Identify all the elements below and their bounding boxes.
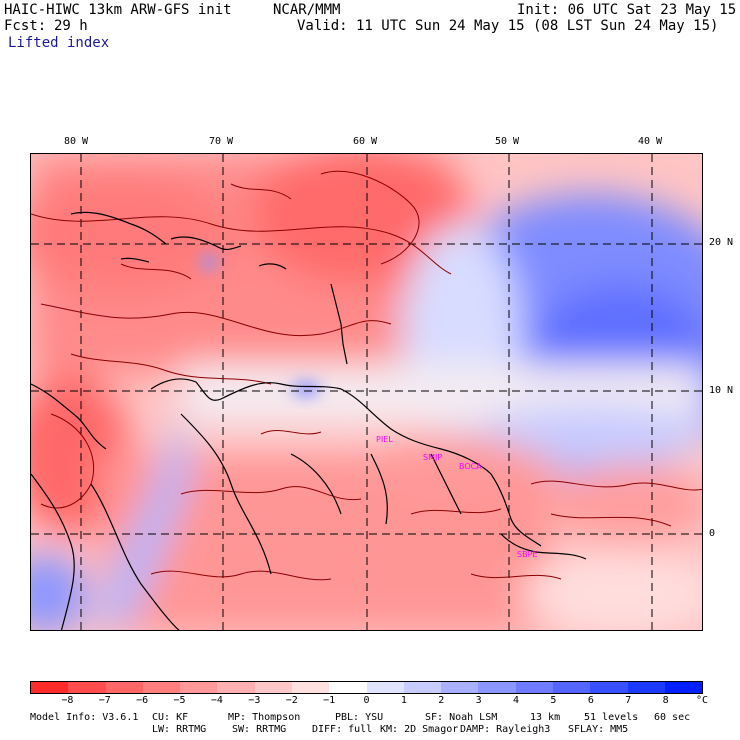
lon-label-70w: 70 W	[209, 136, 234, 147]
lifted-index-map: PIEL SMJP BOCA SBPE	[30, 153, 703, 631]
forecast-hour: 29 h	[54, 18, 88, 34]
footer-item: Model Info: V3.6.1	[30, 712, 139, 723]
footer-item: DAMP: Rayleigh3	[460, 724, 551, 735]
forecast-label: Fcst:	[4, 18, 47, 34]
coastlines	[31, 211, 587, 630]
valid-time: Valid: 11 UTC Sun 24 May 15 (08 LST Sun …	[297, 18, 719, 34]
footer-item: PBL: YSU	[335, 712, 384, 723]
lon-label-50w: 50 W	[495, 136, 520, 147]
colorbar-tick-label: 6	[587, 695, 594, 706]
lat-label-10n: 10 N	[709, 385, 734, 396]
colorbar-tick-label: −6	[136, 695, 149, 706]
colorbar-tick-label: −2	[285, 695, 298, 706]
colorbar-segment	[217, 682, 255, 693]
colorbar-tick-label: 8	[662, 695, 669, 706]
colorbar-tick-label: −1	[323, 695, 336, 706]
station-piel: PIEL	[376, 435, 393, 444]
colorbar-segment	[552, 682, 591, 693]
organization: NCAR/MMM	[273, 2, 341, 18]
colorbar-segment	[68, 682, 106, 693]
colorbar-tick-label: 3	[475, 695, 482, 706]
colorbar-segment	[478, 682, 516, 693]
colorbar-segment	[142, 682, 181, 693]
colorbar-unit: °C	[696, 695, 709, 706]
colorbar-segment	[254, 682, 292, 693]
footer-item: SW: RRTMG	[232, 724, 287, 735]
colorbar-segment	[515, 682, 553, 693]
colorbar	[30, 681, 703, 694]
map-canvas: PIEL SMJP BOCA SBPE	[31, 154, 702, 630]
colorbar-segment	[31, 682, 69, 693]
footer-item: 60 sec	[654, 712, 691, 723]
station-boca: BOCA	[459, 462, 482, 471]
colorbar-segment	[366, 682, 404, 693]
colorbar-segment	[105, 682, 143, 693]
lon-label-40w: 40 W	[638, 136, 663, 147]
colorbar-tick-label: 0	[363, 695, 370, 706]
lon-label-60w: 60 W	[353, 136, 378, 147]
colorbar-segment	[180, 682, 218, 693]
colorbar-tick-label: −5	[173, 695, 186, 706]
colorbar-tick-label: 2	[438, 695, 445, 706]
colorbar-tick-label: −8	[61, 695, 74, 706]
footer-item: SFLAY: MM5	[568, 724, 629, 735]
contour-lines	[31, 170, 702, 581]
colorbar-labels: −8 −7 −6 −5 −4 −3 −2 −1 0 1 2 3 4 5 6 7 8	[30, 695, 703, 707]
footer-item: 13 km	[530, 712, 561, 723]
colorbar-segment	[664, 682, 703, 693]
colorbar-segment	[441, 682, 479, 693]
colorbar-tick-label: 7	[625, 695, 632, 706]
footer-item: SF: Noah LSM	[425, 712, 498, 723]
colorbar-segment	[403, 682, 442, 693]
colorbar-segment	[291, 682, 330, 693]
colorbar-segment	[627, 682, 665, 693]
lat-label-20n: 20 N	[709, 237, 734, 248]
colorbar-tick-label: −3	[248, 695, 261, 706]
init-time: Init: 06 UTC Sat 23 May 15	[517, 2, 737, 18]
graticule	[31, 154, 702, 630]
station-labels: PIEL SMJP BOCA SBPE	[376, 435, 537, 559]
footer-item: LW: RRTMG	[152, 724, 207, 735]
footer-item: 51 levels	[584, 712, 639, 723]
colorbar-tick-label: −4	[210, 695, 223, 706]
station-smjp: SMJP	[423, 453, 442, 462]
model-title: HAIC-HIWC 13km ARW-GFS init	[4, 2, 232, 18]
colorbar-tick-label: −7	[98, 695, 111, 706]
footer-item: CU: KF	[152, 712, 189, 723]
station-sbpe: SBPE	[517, 550, 537, 559]
colorbar-tick-label: 4	[513, 695, 520, 706]
colorbar-segment	[329, 682, 367, 693]
field-name: Lifted index	[8, 35, 110, 51]
colorbar-tick-label: 1	[400, 695, 407, 706]
footer-item: MP: Thompson	[228, 712, 301, 723]
colorbar-segment	[590, 682, 628, 693]
lat-label-equator: 0	[709, 528, 716, 539]
footer-item: KM: 2D Smagor	[380, 724, 459, 735]
lon-label-80w: 80 W	[64, 136, 89, 147]
colorbar-tick-label: 5	[550, 695, 557, 706]
footer-item: DIFF: full	[312, 724, 373, 735]
